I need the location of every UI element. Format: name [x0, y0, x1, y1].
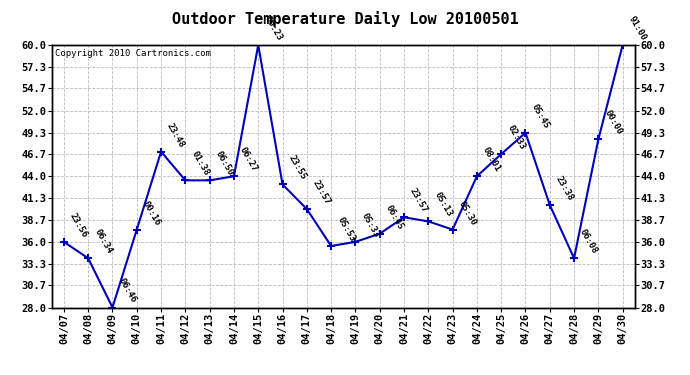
Text: 23:38: 23:38: [554, 174, 575, 202]
Text: 05:45: 05:45: [530, 102, 551, 130]
Text: 05:30: 05:30: [457, 199, 478, 227]
Text: 23:48: 23:48: [165, 121, 186, 149]
Text: 23:55: 23:55: [287, 154, 308, 182]
Text: 06:34: 06:34: [92, 228, 114, 255]
Text: 08:01: 08:01: [481, 146, 502, 174]
Text: 91:00: 91:00: [627, 15, 648, 42]
Text: 00:00: 00:00: [602, 109, 624, 136]
Text: 01:38: 01:38: [190, 150, 210, 178]
Text: 02:33: 02:33: [505, 123, 526, 152]
Text: 23:57: 23:57: [408, 187, 429, 214]
Text: 23:57: 23:57: [311, 178, 332, 206]
Text: Copyright 2010 Cartronics.com: Copyright 2010 Cartronics.com: [55, 49, 210, 58]
Text: 05:13: 05:13: [433, 191, 454, 219]
Text: 06:50: 06:50: [214, 150, 235, 178]
Text: 06:46: 06:46: [117, 277, 138, 305]
Text: 06:27: 06:27: [238, 146, 259, 174]
Text: 06:08: 06:08: [578, 228, 600, 255]
Text: Outdoor Temperature Daily Low 20100501: Outdoor Temperature Daily Low 20100501: [172, 11, 518, 27]
Text: 00:16: 00:16: [141, 199, 162, 227]
Text: 05:53: 05:53: [335, 215, 357, 243]
Text: 23:56: 23:56: [68, 211, 89, 239]
Text: 05:33: 05:33: [359, 211, 381, 239]
Text: 06:23: 06:23: [262, 15, 284, 42]
Text: 06:45: 06:45: [384, 203, 405, 231]
